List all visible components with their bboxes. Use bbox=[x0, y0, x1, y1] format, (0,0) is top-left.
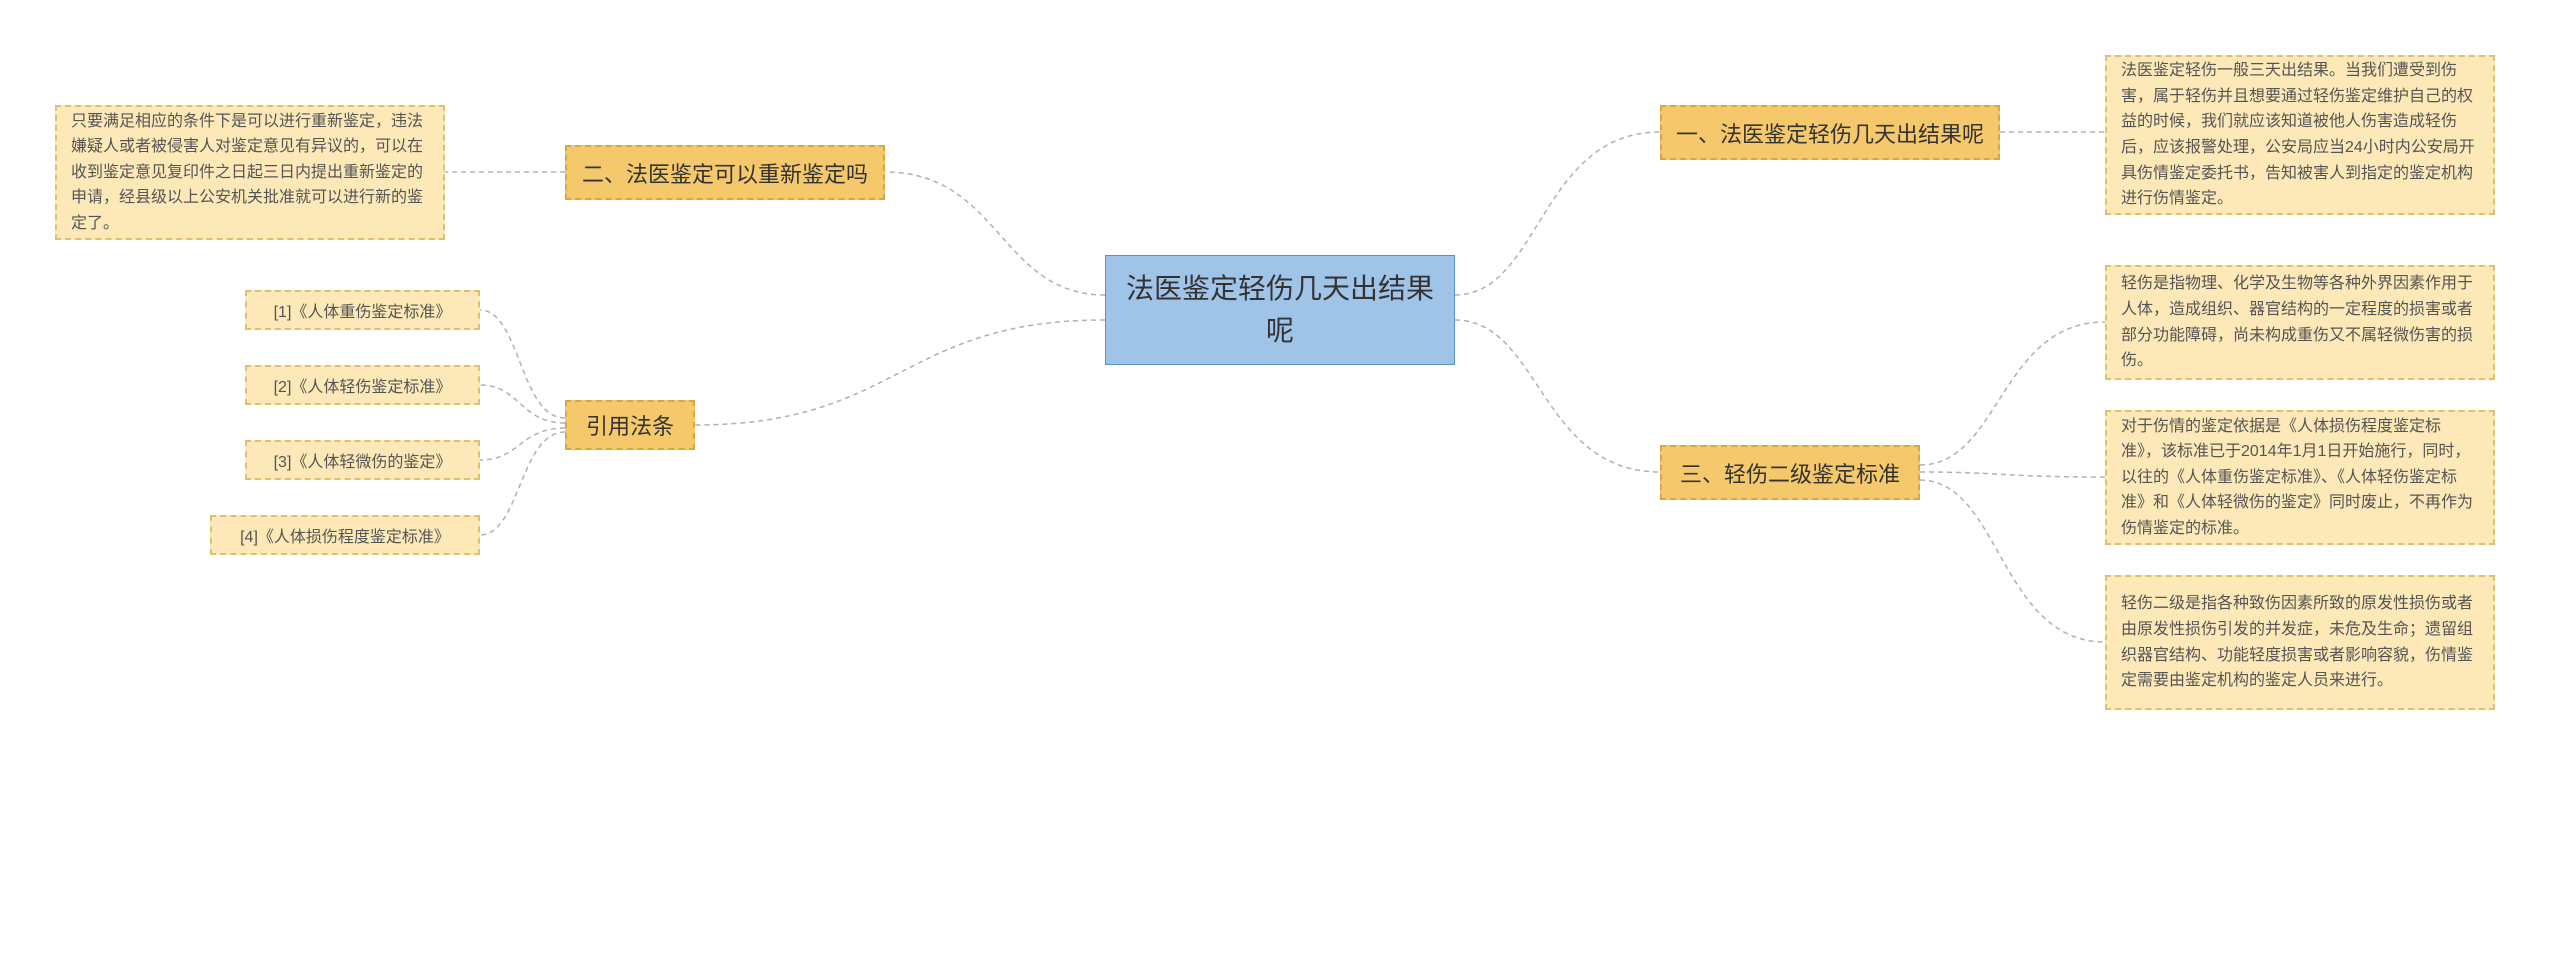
leaf-node-3-1: 对于伤情的鉴定依据是《人体损伤程度鉴定标准》，该标准已于2014年1月1日开始施… bbox=[2105, 410, 2495, 545]
leaf-text: [3]《人体轻微伤的鉴定》 bbox=[274, 448, 452, 472]
branch-node-4: 引用法条 bbox=[565, 400, 695, 450]
branch-node-2: 二、法医鉴定可以重新鉴定吗 bbox=[565, 145, 885, 200]
branch-label: 引用法条 bbox=[586, 409, 674, 441]
leaf-node-2-0: 只要满足相应的条件下是可以进行重新鉴定，违法嫌疑人或者被侵害人对鉴定意见有异议的… bbox=[55, 105, 445, 240]
leaf-text: 轻伤是指物理、化学及生物等各种外界因素作用于人体，造成组织、器官结构的一定程度的… bbox=[2121, 271, 2479, 373]
leaf-node-1-0: 法医鉴定轻伤一般三天出结果。当我们遭受到伤害，属于轻伤并且想要通过轻伤鉴定维护自… bbox=[2105, 55, 2495, 215]
leaf-text: 只要满足相应的条件下是可以进行重新鉴定，违法嫌疑人或者被侵害人对鉴定意见有异议的… bbox=[71, 109, 429, 237]
leaf-text: [2]《人体轻伤鉴定标准》 bbox=[274, 373, 452, 397]
branch-label: 一、法医鉴定轻伤几天出结果呢 bbox=[1676, 117, 1984, 149]
leaf-node-4-0: [1]《人体重伤鉴定标准》 bbox=[245, 290, 480, 330]
leaf-node-4-1: [2]《人体轻伤鉴定标准》 bbox=[245, 365, 480, 405]
leaf-text: 法医鉴定轻伤一般三天出结果。当我们遭受到伤害，属于轻伤并且想要通过轻伤鉴定维护自… bbox=[2121, 58, 2479, 212]
leaf-text: 对于伤情的鉴定依据是《人体损伤程度鉴定标准》，该标准已于2014年1月1日开始施… bbox=[2121, 414, 2479, 542]
branch-label: 三、轻伤二级鉴定标准 bbox=[1680, 457, 1900, 489]
leaf-text: 轻伤二级是指各种致伤因素所致的原发性损伤或者由原发性损伤引发的并发症，未危及生命… bbox=[2121, 591, 2479, 693]
branch-node-1: 一、法医鉴定轻伤几天出结果呢 bbox=[1660, 105, 2000, 160]
leaf-text: [1]《人体重伤鉴定标准》 bbox=[274, 298, 452, 322]
leaf-node-4-2: [3]《人体轻微伤的鉴定》 bbox=[245, 440, 480, 480]
leaf-node-4-3: [4]《人体损伤程度鉴定标准》 bbox=[210, 515, 480, 555]
center-node: 法医鉴定轻伤几天出结果呢 bbox=[1105, 255, 1455, 365]
branch-label: 二、法医鉴定可以重新鉴定吗 bbox=[582, 157, 868, 189]
leaf-node-3-2: 轻伤二级是指各种致伤因素所致的原发性损伤或者由原发性损伤引发的并发症，未危及生命… bbox=[2105, 575, 2495, 710]
leaf-text: [4]《人体损伤程度鉴定标准》 bbox=[240, 523, 450, 547]
branch-node-3: 三、轻伤二级鉴定标准 bbox=[1660, 445, 1920, 500]
leaf-node-3-0: 轻伤是指物理、化学及生物等各种外界因素作用于人体，造成组织、器官结构的一定程度的… bbox=[2105, 265, 2495, 380]
center-node-text: 法医鉴定轻伤几天出结果呢 bbox=[1120, 268, 1440, 352]
